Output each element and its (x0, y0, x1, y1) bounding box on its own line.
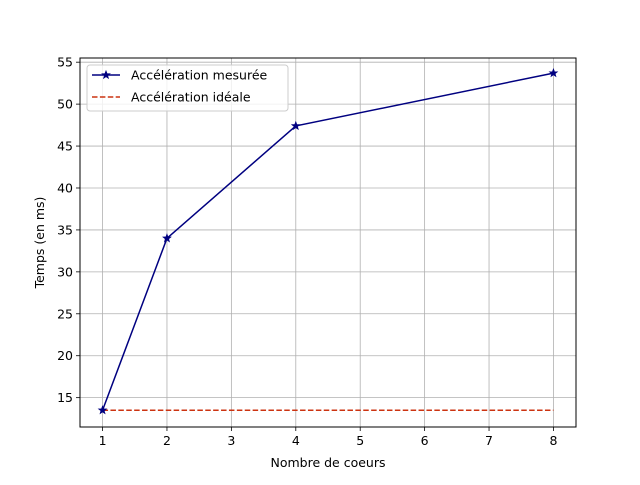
y-tick-label: 25 (57, 306, 73, 321)
legend-label-2: Accélération idéale (131, 90, 251, 105)
legend: Accélération mesurée Accélération idéale (86, 64, 289, 112)
data-point (290, 120, 301, 131)
x-tick-label: 8 (549, 433, 557, 448)
y-tick-label: 45 (57, 139, 73, 154)
x-tick-label: 2 (163, 433, 171, 448)
data-point (548, 67, 559, 78)
y-tick-label: 50 (57, 97, 73, 112)
x-tick-label: 5 (356, 433, 364, 448)
x-axis-label: Nombre de coeurs (270, 455, 385, 470)
y-axis-label: Temps (en ms) (32, 197, 47, 290)
x-tick-label: 1 (99, 433, 107, 448)
x-tick-label: 4 (292, 433, 300, 448)
legend-label-1: Accélération mesurée (131, 68, 268, 83)
data-point (162, 233, 172, 243)
x-tick-label: 7 (485, 433, 493, 448)
y-tick-label: 35 (57, 222, 73, 237)
x-tick-label: 6 (421, 433, 429, 448)
plot-frame (79, 57, 577, 428)
x-tick-label: 3 (227, 433, 235, 448)
data-point (97, 405, 108, 415)
y-tick-label: 15 (57, 390, 73, 405)
y-tick-label: 55 (57, 55, 73, 70)
legend-box (86, 64, 289, 112)
y-tick-label: 40 (57, 180, 73, 195)
y-tick-label: 30 (57, 264, 73, 279)
series-line-1 (101, 72, 554, 411)
series-layer (97, 67, 559, 415)
y-tick-label: 20 (57, 348, 73, 363)
legend-marker (101, 69, 111, 80)
grid (80, 58, 576, 427)
